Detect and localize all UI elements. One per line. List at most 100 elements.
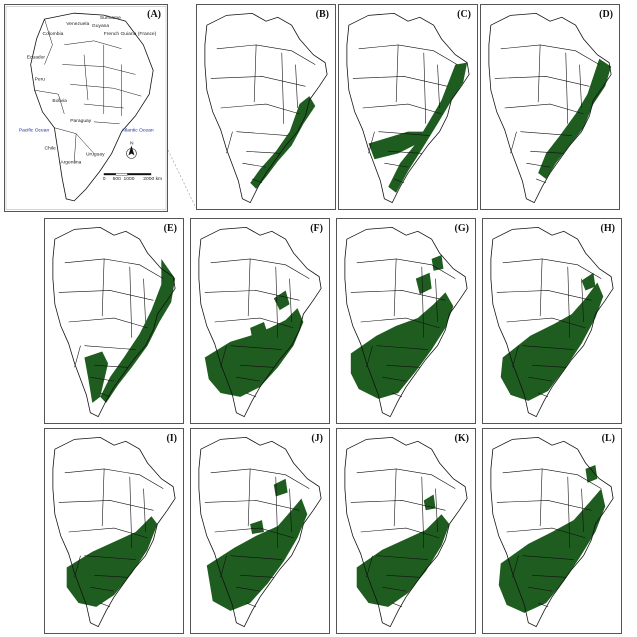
map-panel-k: (K) (336, 428, 476, 634)
country-label-colombia: Colombia (43, 31, 64, 37)
brazil-outline (346, 12, 470, 204)
state-borders (204, 258, 310, 398)
distribution-area-0 (498, 488, 606, 613)
brazil-map-svg (198, 226, 322, 418)
brazil-map-svg (52, 226, 176, 418)
state-borders (58, 468, 164, 608)
brazil-map-svg (198, 436, 322, 628)
country-label-uruguay: Uruguay (86, 151, 105, 157)
map-panel-c: (C) (338, 4, 478, 210)
panel-label: (D) (599, 9, 613, 20)
panel-label: (F) (310, 223, 323, 234)
panel-label: (J) (311, 433, 323, 444)
scale-tick-2: 1000 (124, 176, 135, 182)
map-panel-l: (L) (482, 428, 622, 634)
brazil-outline (52, 226, 176, 418)
distribution-area-2 (250, 321, 268, 338)
country-label-venezuela: Venezuela (66, 21, 89, 27)
brazil-map-svg (52, 436, 176, 628)
brazil-outline (204, 12, 328, 204)
map-panel-f: (F) (190, 218, 330, 424)
brazil-outline (198, 226, 322, 418)
distribution-area-1 (84, 351, 109, 403)
state-borders (352, 44, 458, 184)
panel-label: (C) (457, 9, 471, 20)
north-label: N (130, 141, 134, 147)
country-label-french-guiana: French Guiana (France) (104, 31, 157, 37)
distribution-area-0 (66, 516, 158, 607)
overview-map-svg: N 0 500 1000 2000 km Pacific Ocean Atlan… (5, 6, 167, 210)
distribution-area-0 (500, 282, 604, 401)
panel-label: (H) (600, 223, 615, 234)
country-label-bolivia: Bolivia (52, 98, 67, 104)
country-label-guyana: Guyana (92, 23, 110, 29)
distribution-area-0 (350, 292, 454, 399)
country-label-ecuador: Ecuador (27, 55, 46, 61)
brazil-outline (490, 436, 614, 628)
distribution-area-0 (250, 96, 316, 189)
map-panel-i: (I) (44, 428, 184, 634)
country-borders (34, 19, 95, 164)
distribution-area-1 (273, 290, 290, 311)
brazil-map-svg (490, 436, 614, 628)
brazil-outline (490, 226, 614, 418)
distribution-area-2 (250, 520, 264, 534)
map-panel-j: (J) (190, 428, 330, 634)
scale-tick-1: 500 (113, 176, 121, 182)
distribution-area-0 (388, 62, 468, 193)
map-panel-h: (H) (482, 218, 622, 424)
connector-line (168, 150, 197, 209)
distribution-area-1 (581, 272, 596, 291)
country-label-suriname: Suriname (100, 15, 121, 21)
brazil-outline (344, 226, 468, 418)
country-label-paraguay: Paraguay (70, 118, 92, 124)
brazil-outline (344, 436, 468, 628)
panel-label-a: (A) (147, 9, 161, 20)
distribution-area-1 (415, 272, 432, 295)
country-label-peru: Peru (35, 76, 46, 82)
brazil-map-svg (346, 12, 470, 204)
brazil-map-svg (204, 12, 328, 204)
panel-label: (G) (454, 223, 469, 234)
map-panel-e: (E) (44, 218, 184, 424)
state-borders (496, 258, 602, 398)
brazil-outline (52, 436, 176, 628)
brazil-state-lines (62, 40, 142, 125)
ocean-label-pacific: Pacific Ocean (19, 128, 50, 134)
scale-tick-3: 2000 km (143, 176, 162, 182)
state-borders (494, 44, 600, 184)
state-borders (210, 44, 316, 184)
state-borders (350, 468, 456, 608)
distribution-area-0 (100, 258, 176, 403)
distribution-area-0 (538, 58, 612, 179)
distribution-area-0 (204, 308, 304, 397)
distribution-area-1 (423, 494, 436, 511)
distribution-area-1 (273, 478, 288, 497)
panel-overview-map: N 0 500 1000 2000 km Pacific Ocean Atlan… (4, 4, 168, 212)
distribution-area-1 (368, 131, 430, 160)
country-label-chile: Chile (45, 145, 56, 151)
panel-label: (K) (454, 433, 469, 444)
panel-label: (E) (163, 223, 177, 234)
country-label-argentina: Argentina (60, 159, 81, 165)
scale-tick-0: 0 (103, 176, 106, 182)
map-panel-d: (D) (480, 4, 620, 210)
state-borders (350, 258, 456, 398)
map-panel-g: (G) (336, 218, 476, 424)
ocean-label-atlantic: Atlantic Ocean (122, 128, 154, 134)
panel-label: (L) (601, 433, 615, 444)
scale-bar: 0 500 1000 2000 km (103, 172, 162, 182)
brazil-map-svg (344, 436, 468, 628)
map-panel-b: (B) (196, 4, 336, 210)
brazil-outline (198, 436, 322, 628)
brazil-map-svg (490, 226, 614, 418)
distribution-area-1 (585, 464, 598, 483)
state-borders (204, 468, 310, 608)
north-arrow-icon: N (126, 141, 137, 159)
south-america-outline (30, 12, 154, 202)
brazil-map-svg (344, 226, 468, 418)
distribution-area-0 (356, 514, 450, 607)
panel-label: (I) (166, 433, 177, 444)
state-borders (496, 468, 602, 608)
panel-label: (B) (315, 9, 329, 20)
